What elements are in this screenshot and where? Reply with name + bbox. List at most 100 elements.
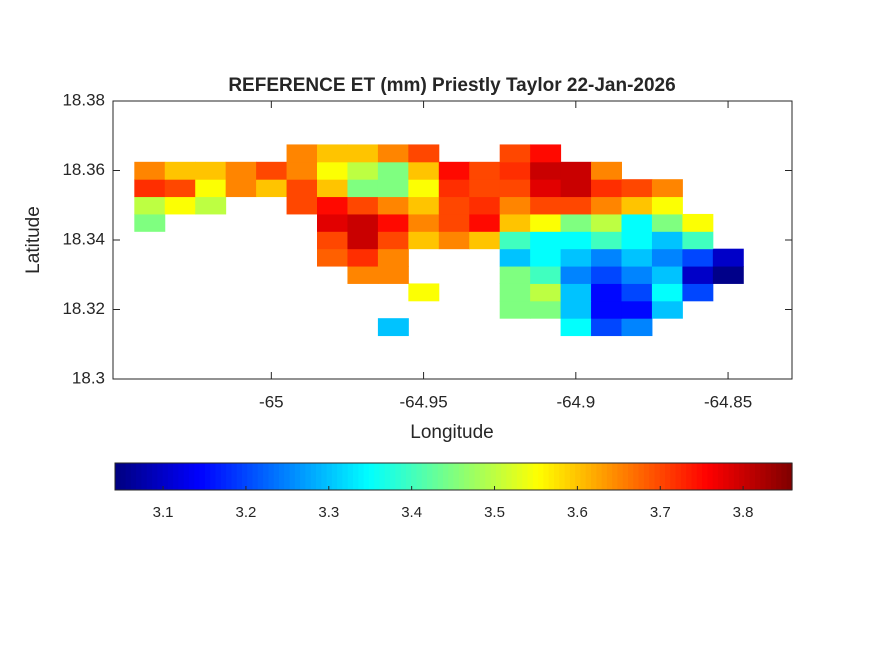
- cell: [621, 300, 653, 319]
- colorbar-swatch: [395, 463, 402, 490]
- colorbar-swatch: [659, 463, 666, 490]
- cell: [164, 196, 196, 215]
- colorbar-swatch: [278, 463, 285, 490]
- colorbar-swatch: [310, 463, 317, 490]
- colorbar-swatch: [527, 463, 534, 490]
- colorbar-swatch: [612, 463, 619, 490]
- colorbar-swatch: [628, 463, 634, 490]
- cell: [408, 196, 440, 215]
- cell: [225, 161, 257, 180]
- cell: [195, 179, 227, 198]
- colorbar-swatch: [538, 463, 545, 490]
- colorbar-swatch: [591, 463, 597, 490]
- colorbar-swatch: [210, 463, 217, 490]
- colorbar-swatch: [120, 463, 127, 490]
- cell: [286, 196, 318, 215]
- cell: [469, 179, 501, 198]
- cell: [499, 283, 531, 302]
- colorbar-swatch: [553, 463, 560, 490]
- cell: [377, 196, 409, 215]
- x-tick-label: -64.85: [704, 392, 752, 411]
- cell: [499, 161, 531, 180]
- y-tick-label: 18.36: [62, 160, 105, 179]
- colorbar-swatch: [453, 463, 460, 490]
- colorbar-swatch: [427, 463, 433, 490]
- colorbar-swatch: [564, 463, 571, 490]
- colorbar-swatch: [183, 463, 190, 490]
- cell: [499, 144, 531, 163]
- cell: [134, 196, 166, 215]
- cell: [530, 248, 562, 267]
- cell: [530, 231, 562, 250]
- colorbar-swatch: [141, 463, 148, 490]
- cell: [408, 179, 440, 198]
- cell: [317, 231, 348, 250]
- cell: [408, 213, 440, 232]
- colorbar-swatch: [723, 463, 730, 490]
- colorbar-swatch: [479, 463, 486, 490]
- cell: [317, 248, 348, 267]
- cell: [651, 300, 683, 319]
- cell: [195, 161, 227, 180]
- colorbar-swatch: [342, 463, 349, 490]
- colorbar-swatch: [464, 463, 470, 490]
- colorbar-swatch: [204, 463, 211, 490]
- colorbar-swatch: [765, 463, 772, 490]
- cell: [438, 179, 470, 198]
- cell: [317, 179, 348, 198]
- colorbar-swatch: [152, 463, 158, 490]
- cell: [134, 179, 166, 198]
- cell: [347, 213, 379, 232]
- colorbar-swatch: [220, 463, 227, 490]
- colorbar-swatch: [781, 463, 788, 490]
- chart-title: REFERENCE ET (mm) Priestly Taylor 22-Jan…: [228, 75, 675, 96]
- colorbar-swatch: [749, 463, 756, 490]
- colorbar-swatch: [273, 463, 280, 490]
- colorbar-swatch: [649, 463, 656, 490]
- cell: [499, 213, 531, 232]
- cell: [530, 213, 562, 232]
- cell: [469, 231, 501, 250]
- cell: [621, 213, 653, 232]
- cell: [530, 144, 562, 163]
- cell: [499, 266, 531, 284]
- colorbar-swatch: [416, 463, 423, 490]
- heatmap: [134, 144, 744, 337]
- colorbar-swatch: [485, 463, 492, 490]
- cell: [560, 266, 592, 284]
- colorbar-swatch: [157, 463, 164, 490]
- cell: [347, 179, 379, 198]
- colorbar-tick-label: 3.7: [650, 504, 671, 521]
- colorbar-swatch: [633, 463, 640, 490]
- cell: [682, 266, 714, 284]
- cell: [591, 161, 622, 180]
- colorbar-tick-label: 3.1: [153, 504, 174, 521]
- cell: [377, 318, 409, 337]
- cell: [651, 179, 683, 198]
- cell: [712, 248, 744, 267]
- colorbar-swatch: [776, 463, 783, 490]
- colorbar-swatch: [241, 463, 248, 490]
- cell: [560, 318, 592, 337]
- colorbar-swatch: [421, 463, 428, 490]
- colorbar-swatch: [495, 463, 502, 490]
- colorbar-swatch: [125, 463, 132, 490]
- cell: [408, 161, 440, 180]
- cell: [286, 179, 318, 198]
- colorbar-swatch: [670, 463, 677, 490]
- cell: [195, 196, 227, 215]
- cell: [347, 231, 379, 250]
- colorbar-swatch: [315, 463, 322, 490]
- cell: [347, 196, 379, 215]
- cell: [347, 266, 379, 284]
- colorbar-swatch: [146, 463, 153, 490]
- cell: [530, 179, 562, 198]
- cell: [560, 179, 592, 198]
- cell: [682, 231, 714, 250]
- colorbar-swatch: [680, 463, 687, 490]
- cell: [134, 213, 166, 232]
- colorbar-swatch: [347, 463, 354, 490]
- colorbar-swatch: [617, 463, 624, 490]
